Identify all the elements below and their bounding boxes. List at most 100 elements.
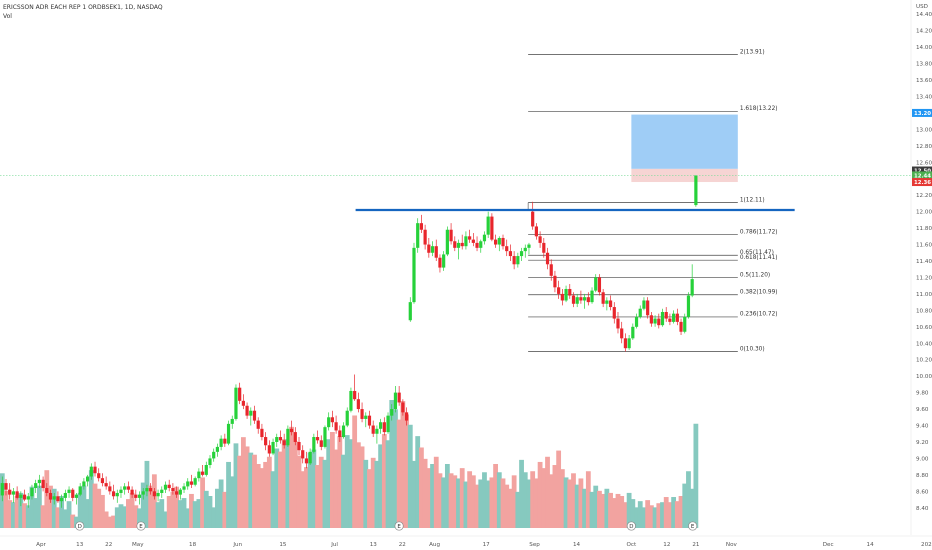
candle-body (594, 277, 598, 291)
candle-body (468, 236, 472, 240)
volume-bar (407, 424, 413, 528)
candle-body (557, 287, 561, 294)
candle-body (453, 241, 457, 248)
volume-bar (96, 488, 102, 528)
candle-body (37, 479, 41, 484)
volume-bar (307, 452, 313, 528)
volume-bar (422, 458, 428, 528)
volume-bar (14, 496, 20, 528)
candle-body (115, 492, 119, 497)
volume-bar (611, 498, 617, 528)
volume-bar (159, 499, 165, 528)
candle-body (367, 415, 372, 426)
volume-bar (85, 499, 90, 528)
candle-body (271, 441, 275, 454)
candle-body (282, 440, 286, 446)
candle-body (668, 318, 672, 322)
candle-body (464, 236, 468, 247)
candle-body (638, 308, 642, 317)
candle-body (449, 229, 453, 242)
candle-body (123, 486, 127, 490)
volume-bar (200, 477, 205, 528)
volume-bar (374, 460, 380, 528)
candle-body (134, 494, 138, 498)
time-tick-label: Apr (36, 542, 46, 548)
candle-body (694, 175, 698, 206)
candle-body (63, 492, 67, 498)
candle-body (534, 226, 538, 237)
event-marker (136, 521, 146, 531)
volume-bar (233, 443, 239, 528)
candle-body (145, 488, 149, 492)
volume-indicator-label[interactable]: Vol (3, 13, 12, 20)
candle-body (364, 415, 368, 419)
candle-body (223, 438, 227, 444)
event-marker-label: E (397, 524, 401, 530)
volume-bar (155, 502, 161, 528)
volume-bar (203, 490, 209, 528)
time-tick-label: 12 (663, 542, 670, 548)
event-marker-label: D (78, 524, 82, 530)
time-tick-label: Aug (429, 542, 440, 548)
candle-body (119, 489, 123, 493)
candle-body (571, 295, 576, 304)
price-tick-label: 9.40 (916, 424, 929, 430)
volume-bar (496, 472, 502, 528)
candle-body (226, 423, 231, 444)
candle-body (679, 321, 683, 332)
fib-level-label: 0.236(10.72) (740, 312, 778, 318)
candle-body (15, 491, 19, 498)
volume-bar (126, 499, 131, 528)
event-marker-label: E (139, 524, 143, 530)
candle-body (0, 483, 4, 496)
candle-body (301, 450, 305, 459)
volume-bar (463, 481, 469, 528)
candle-body (338, 430, 342, 438)
volume-bar (363, 459, 369, 528)
volume-bar (281, 439, 287, 528)
volume-bar (478, 479, 484, 528)
volume-bar (40, 505, 46, 528)
volume-bar (444, 464, 450, 528)
volume-bar (426, 468, 432, 528)
volume-bar (185, 508, 191, 528)
candle-body (200, 471, 205, 475)
candle-body (308, 451, 312, 464)
candle-body (538, 236, 542, 243)
price-badge (912, 108, 932, 117)
candle-body (486, 216, 490, 235)
candle-body (111, 491, 116, 497)
volume-bar (674, 501, 680, 528)
volume-bar (493, 464, 498, 528)
candle-body (4, 483, 8, 490)
volume-bar (181, 498, 187, 528)
candle-body (471, 239, 475, 243)
candle-body (93, 466, 97, 474)
candle-body (490, 216, 494, 240)
volume-bar (541, 468, 547, 528)
price-tick-label: 10.60 (916, 325, 932, 331)
candle-body (634, 316, 639, 327)
candle-body (482, 234, 487, 242)
volume-bar (48, 485, 53, 528)
volume-bar (678, 496, 684, 528)
volume-bar (508, 488, 513, 528)
volume-bar (411, 460, 417, 528)
volume-bar (329, 432, 335, 528)
volume-bar (148, 485, 154, 528)
time-tick-label: May (132, 542, 144, 548)
candle-body (41, 479, 45, 489)
volume-bar (215, 488, 220, 528)
volume-bar (548, 474, 554, 528)
candle-body (508, 251, 513, 257)
volume-bar (648, 505, 654, 528)
volume-bar (585, 471, 591, 528)
candle-body (19, 494, 23, 498)
volume-bar (459, 468, 465, 528)
volume-bar (285, 439, 291, 528)
event-marker (626, 521, 636, 531)
price-tick-label: 9.00 (916, 456, 929, 462)
volume-bar (111, 515, 116, 528)
